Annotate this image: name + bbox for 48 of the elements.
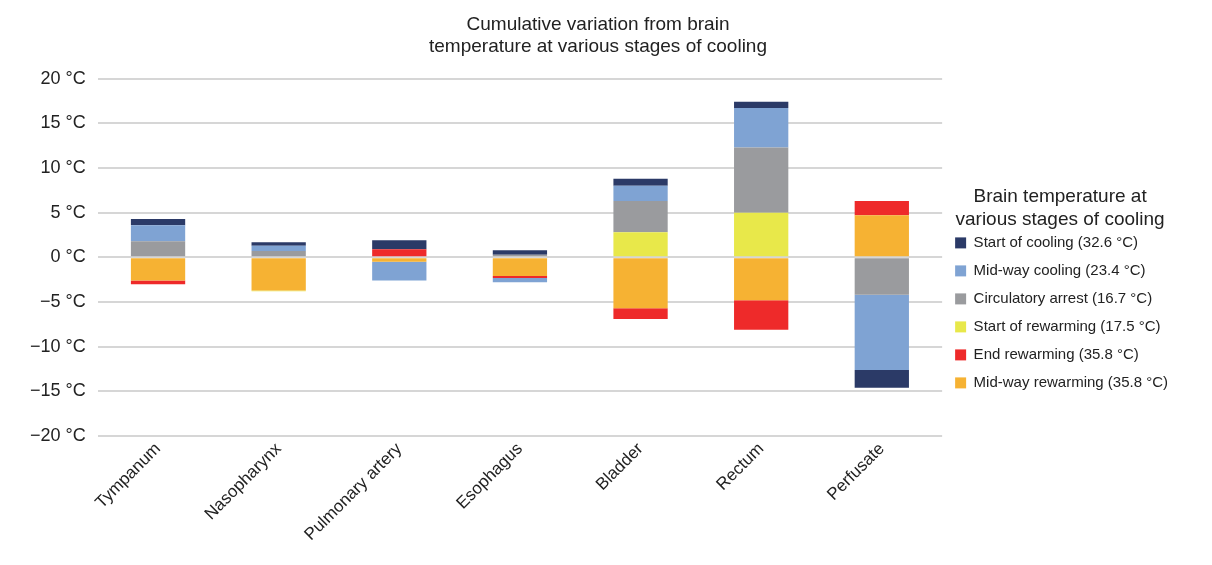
bar <box>734 101 789 109</box>
chart-title: Cumulative variation from brain temperature at various stages of cooling <box>429 12 767 57</box>
bar <box>854 215 909 257</box>
y-tick-label: −5 °C <box>40 290 86 311</box>
bar <box>130 241 186 257</box>
bar <box>130 218 186 226</box>
bar <box>854 258 909 295</box>
bar <box>372 258 427 262</box>
bar <box>613 308 668 319</box>
legend-label: End rewarming (35.8 °C) <box>973 345 1139 363</box>
bar <box>613 258 668 309</box>
y-tick-label: −20 °C <box>30 425 86 446</box>
bar <box>130 258 186 281</box>
bar <box>372 249 427 257</box>
bar <box>734 108 789 148</box>
bar <box>372 240 427 250</box>
bar <box>613 178 668 186</box>
bar <box>492 250 548 255</box>
y-tick-label: 5 °C <box>50 201 86 222</box>
bar <box>854 294 909 370</box>
bar <box>613 201 668 233</box>
y-tick-label: 15 °C <box>40 112 86 133</box>
bar <box>613 185 668 202</box>
bar <box>130 225 186 242</box>
legend-label: Mid-way rewarming (35.8 °C) <box>973 373 1169 391</box>
bar <box>251 242 306 246</box>
bar <box>613 232 668 257</box>
y-tick-label: 10 °C <box>40 156 86 177</box>
y-tick-label: −15 °C <box>30 380 86 401</box>
bar <box>251 251 306 257</box>
legend-label: Start of rewarming (17.5 °C) <box>973 317 1161 335</box>
bar <box>734 300 789 330</box>
bar <box>854 369 909 388</box>
bar <box>734 212 789 257</box>
bar <box>854 201 909 216</box>
bar <box>251 245 306 252</box>
legend-label: Start of cooling (32.6 °C) <box>973 233 1139 251</box>
bar <box>734 258 789 301</box>
bar <box>734 147 789 213</box>
bar <box>492 258 548 277</box>
bar <box>251 258 306 291</box>
y-tick-label: −10 °C <box>30 335 86 356</box>
y-tick-label: 20 °C <box>40 67 86 88</box>
legend-title: Brain temperature at various stages of cooling <box>955 185 1165 230</box>
legend-label: Circulatory arrest (16.7 °C) <box>973 289 1153 307</box>
legend-label: Mid-way cooling (23.4 °C) <box>973 261 1146 279</box>
bar <box>372 261 427 281</box>
y-tick-label: 0 °C <box>50 246 86 267</box>
